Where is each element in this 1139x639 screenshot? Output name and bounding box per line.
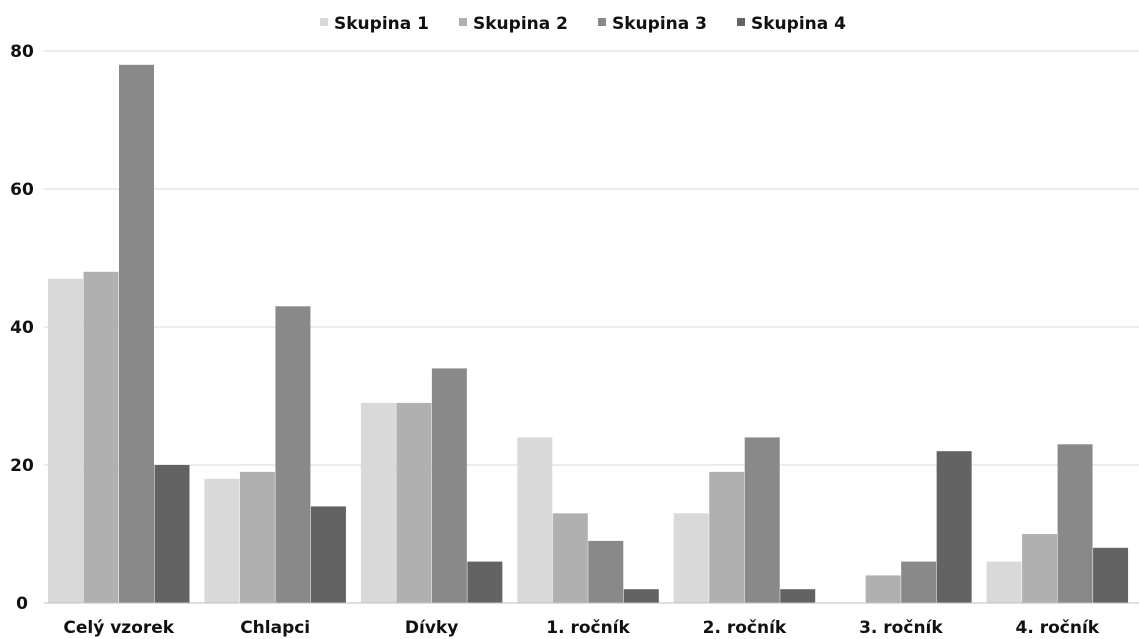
legend: Skupina 1 Skupina 2 Skupina 3 Skupina 4 [320, 14, 846, 34]
gridlines [44, 50, 1139, 466]
legend-swatch-2 [459, 18, 467, 26]
x-category-label: 3. ročník [859, 618, 943, 638]
y-axis: 0 20 40 60 80 [10, 42, 34, 614]
y-tick-label: 40 [10, 318, 34, 338]
x-category-label: 1. ročník [546, 618, 630, 638]
bar-3-7 [1057, 444, 1093, 603]
legend-label-1: Skupina 1 [334, 14, 429, 34]
legend-label-2: Skupina 2 [473, 14, 568, 34]
bar-2-3 [396, 402, 432, 603]
bar-1-4 [517, 437, 553, 603]
x-category-label: Dívky [405, 618, 458, 638]
y-tick-label: 60 [10, 180, 34, 200]
bar-2-5 [709, 471, 745, 603]
bar-4-2 [310, 506, 346, 603]
bar-2-4 [552, 513, 588, 603]
bar-3-4 [588, 540, 624, 603]
bar-4-7 [1093, 547, 1129, 603]
legend-label-4: Skupina 4 [751, 14, 846, 34]
x-category-label: Chlapci [240, 618, 310, 638]
legend-swatch-3 [598, 18, 606, 26]
x-category-label: 2. ročník [703, 618, 787, 638]
bar-1-1 [48, 278, 83, 603]
bar-3-6 [901, 561, 937, 603]
bar-1-3 [360, 402, 396, 603]
bar-4-5 [780, 589, 816, 603]
bar-2-1 [83, 271, 119, 603]
bar-3-1 [119, 64, 154, 604]
bar-4-4 [623, 589, 659, 603]
y-tick-label: 80 [10, 42, 34, 62]
bar-2-2 [239, 471, 275, 603]
bar-3-2 [275, 306, 311, 603]
legend-label-3: Skupina 3 [612, 14, 707, 34]
x-axis: Celý vzorek Chlapci Dívky 1. ročník 2. roční… [44, 602, 1139, 638]
x-category-label: Celý vzorek [63, 618, 174, 638]
y-tick-label: 0 [16, 594, 28, 614]
bar-1-7 [986, 561, 1022, 603]
bar-1-2 [204, 478, 240, 603]
bars [48, 64, 1129, 604]
bar-2-7 [1022, 534, 1058, 603]
bar-4-1 [154, 465, 190, 603]
legend-swatch-1 [320, 18, 328, 26]
bar-4-6 [936, 451, 972, 603]
bar-1-5 [673, 513, 709, 603]
bar-3-5 [744, 437, 780, 603]
bar-4-3 [467, 561, 503, 603]
y-tick-label: 20 [10, 456, 34, 476]
legend-swatch-4 [737, 18, 745, 26]
bar-2-6 [865, 575, 901, 603]
x-category-label: 4. ročník [1016, 618, 1100, 638]
bar-3-3 [431, 368, 467, 603]
